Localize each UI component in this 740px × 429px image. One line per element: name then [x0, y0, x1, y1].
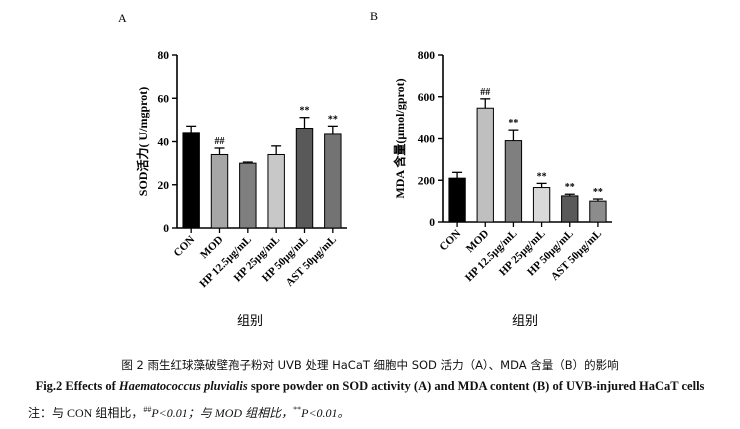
y-tick-label: 800	[418, 50, 436, 62]
y-axis-title: MDA 含量(μmol/gprot)	[392, 78, 407, 198]
bar	[267, 153, 285, 229]
y-tick-label: 600	[418, 92, 436, 104]
significance-marker: **	[300, 106, 310, 117]
y-axis-title: SOD活力( U/mgprot)	[135, 87, 150, 196]
y-tick-label: 80	[158, 50, 170, 62]
bar	[561, 195, 579, 223]
y-tick-label: 400	[418, 134, 436, 146]
figure-caption-cn: 图 2 雨生红球藻破壁孢子粉对 UVB 处理 HaCaT 细胞中 SOD 活力（…	[121, 358, 619, 372]
x-tick-label: AST 50μg/mL	[284, 234, 339, 289]
y-tick-label: 200	[418, 175, 436, 187]
bar	[448, 177, 466, 223]
bar	[476, 107, 494, 223]
significance-marker: **	[593, 187, 603, 198]
figure-note: 注：与 CON 组相比，##P<0.01；与 MOD 组相比，**P<0.01。	[28, 404, 350, 421]
y-tick-label: 0	[429, 217, 435, 229]
bar	[504, 140, 523, 223]
y-tick-label: 60	[158, 93, 170, 105]
bar	[239, 162, 257, 229]
significance-marker: **	[508, 118, 518, 129]
figure-caption-en: Fig.2 Effects of Haematococcus pluvialis…	[0, 379, 740, 394]
y-tick-label: 0	[163, 223, 169, 235]
panel-label: B	[370, 9, 378, 23]
y-tick-label: 20	[158, 180, 170, 192]
significance-marker: **	[328, 114, 338, 125]
caption-en-species: Haematococcus pluvialis	[118, 379, 248, 393]
panel-label: A	[118, 11, 127, 25]
caption-en-prefix: Fig.2 Effects of	[35, 379, 119, 393]
significance-marker: **	[537, 171, 547, 182]
note-sup-2: **	[293, 405, 302, 414]
significance-marker: **	[565, 182, 575, 193]
bar	[589, 200, 607, 223]
caption-en-suffix: spore powder on SOD activity (A) and MDA…	[247, 379, 705, 393]
note-part-3: P<0.01。	[301, 406, 350, 420]
note-sup-1: ##	[143, 405, 152, 414]
x-tick-label: CON	[437, 228, 463, 254]
x-axis-title: 组别	[237, 314, 263, 329]
note-part-1: 注：与 CON 组相比，	[28, 406, 144, 420]
bar	[210, 153, 229, 229]
significance-marker: ##	[215, 136, 225, 147]
x-axis-title: 组别	[512, 314, 538, 329]
significance-marker: ##	[480, 87, 490, 98]
y-tick-label: 40	[158, 137, 170, 149]
x-tick-label: CON	[172, 234, 198, 260]
bar	[532, 187, 551, 223]
bar	[182, 132, 200, 229]
note-part-2: P<0.01；与 MOD 组相比，	[151, 406, 294, 420]
x-tick-label: AST 50μg/mL	[549, 228, 604, 283]
bar	[324, 133, 342, 229]
bar	[295, 128, 314, 229]
